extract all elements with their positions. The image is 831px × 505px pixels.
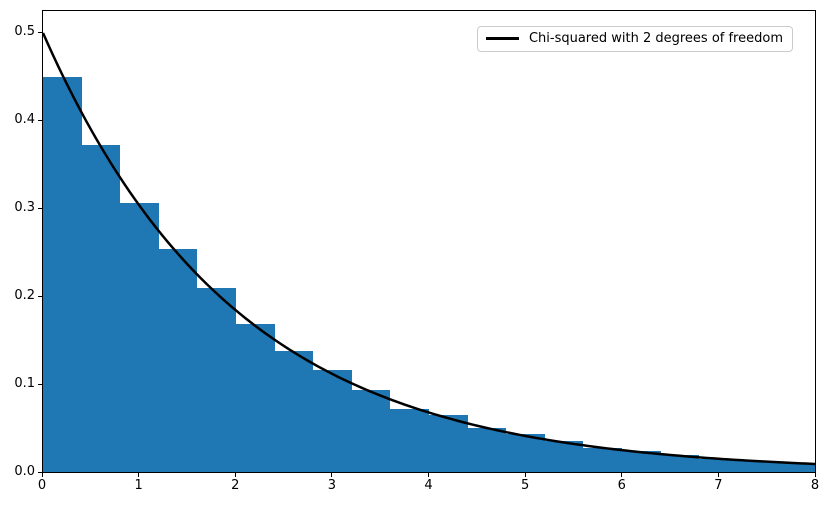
histogram-bar [158, 248, 198, 472]
histogram-bar [43, 76, 82, 472]
histogram-bar [506, 434, 545, 472]
y-tick-label: 0.1 [14, 376, 35, 391]
y-tick-mark [38, 295, 42, 297]
x-tick-label: 7 [714, 478, 723, 493]
histogram-bar [776, 462, 815, 472]
histogram-bar [544, 441, 584, 472]
x-tick-label: 4 [424, 478, 433, 493]
histogram-bar [467, 428, 507, 472]
histogram-bar [699, 459, 738, 472]
x-tick-mark [331, 473, 333, 477]
y-tick-mark [38, 471, 42, 473]
y-tick-label: 0.5 [14, 24, 35, 39]
x-tick-label: 0 [37, 478, 47, 493]
y-tick-mark [38, 207, 42, 209]
y-tick-label: 0.4 [14, 112, 35, 127]
x-tick-mark [428, 473, 429, 477]
chi-squared-curve [43, 33, 815, 464]
y-tick-label: 0.2 [14, 288, 35, 303]
legend: Chi-squared with 2 degrees of freedom [476, 26, 793, 52]
histogram-bar [197, 288, 236, 472]
x-tick-mark [138, 473, 140, 477]
legend-line-icon [485, 37, 519, 40]
plot-area: Chi-squared with 2 degrees of freedom [42, 10, 816, 473]
histogram-bar [351, 390, 391, 472]
x-tick-label: 2 [231, 478, 240, 493]
x-tick-mark [814, 473, 816, 477]
y-tick-label: 0.0 [14, 464, 35, 479]
x-tick-label: 5 [520, 478, 530, 493]
x-tick-mark [234, 473, 236, 477]
histogram-bar [622, 450, 661, 472]
x-tick-label: 3 [327, 478, 337, 493]
y-tick-mark [38, 119, 42, 121]
histogram-bar [583, 448, 622, 472]
histogram-bar [274, 350, 314, 472]
x-tick-label: 8 [810, 478, 820, 493]
histogram-bar [390, 408, 429, 472]
y-tick-label: 0.3 [14, 200, 35, 215]
x-tick-label: 1 [134, 478, 143, 493]
histogram-bar [313, 370, 352, 472]
histogram-bar [236, 323, 275, 472]
histogram-bar [81, 145, 121, 472]
plot-inner [43, 11, 815, 472]
y-tick-mark [38, 383, 42, 385]
x-tick-mark [524, 473, 526, 477]
histogram-bar [429, 414, 468, 472]
x-tick-mark [717, 473, 719, 477]
legend-label: Chi-squared with 2 degrees of freedom [528, 31, 783, 46]
x-tick-label: 6 [617, 478, 626, 493]
histogram-bar [660, 455, 700, 472]
y-tick-mark [38, 31, 42, 33]
x-tick-mark [41, 473, 43, 477]
x-tick-mark [621, 473, 623, 477]
histogram-bar [737, 460, 777, 472]
density-curve-svg [43, 11, 815, 472]
histogram-bar [120, 203, 159, 472]
